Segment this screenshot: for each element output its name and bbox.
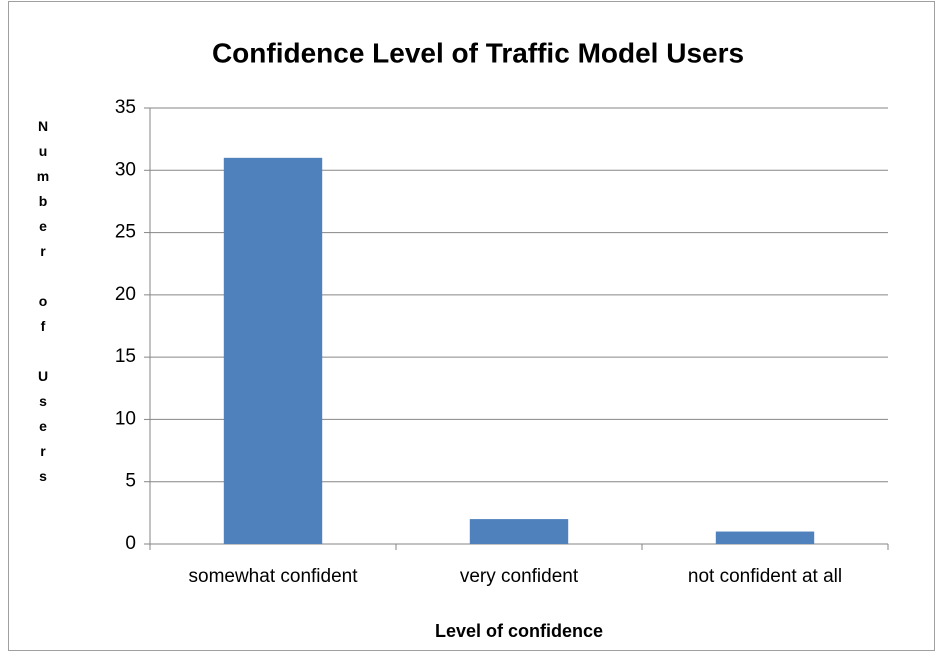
y-tick-label: 25 — [115, 222, 136, 243]
x-tick-label: not confident at all — [688, 566, 842, 587]
x-axis-title: Level of confidence — [435, 621, 603, 641]
x-tick-label: very confident — [460, 566, 579, 587]
y-tick-label: 5 — [125, 471, 136, 492]
chart-frame — [8, 1, 935, 651]
y-tick-label: 15 — [115, 346, 136, 367]
y-tick-label: 20 — [115, 284, 136, 305]
y-tick-label: 35 — [115, 97, 136, 118]
bar — [715, 531, 815, 544]
y-tick-label: 10 — [115, 408, 136, 429]
x-tick-label: somewhat confident — [189, 566, 359, 587]
bar — [223, 157, 323, 545]
y-tick-label: 0 — [125, 533, 136, 554]
y-tick-label: 30 — [115, 159, 136, 180]
bar — [469, 519, 569, 544]
y-axis-title: Number of Users — [35, 118, 51, 493]
chart-title: Confidence Level of Traffic Model Users — [212, 37, 744, 68]
